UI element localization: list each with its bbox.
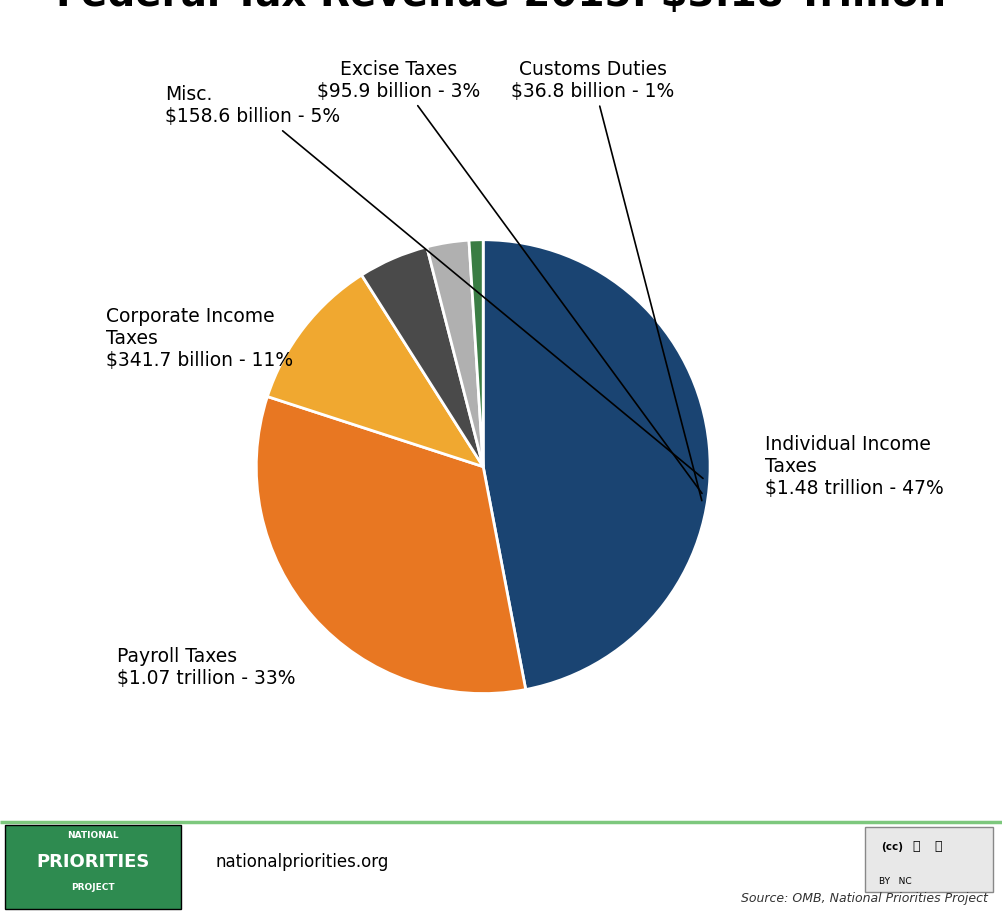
Wedge shape [469, 240, 483, 467]
Wedge shape [257, 396, 525, 694]
Wedge shape [483, 240, 709, 690]
Text: Customs Duties
$36.8 billion - 1%: Customs Duties $36.8 billion - 1% [511, 59, 701, 501]
Text: ⓘ: ⓘ [912, 840, 919, 853]
FancyBboxPatch shape [864, 826, 992, 892]
Text: Corporate Income
Taxes
$341.7 billion - 11%: Corporate Income Taxes $341.7 billion - … [106, 307, 293, 370]
Title: Federal Tax Revenue 2015: $3.18 Trillion: Federal Tax Revenue 2015: $3.18 Trillion [56, 0, 946, 14]
Text: BY   NC: BY NC [878, 877, 911, 886]
Text: Ⓢ: Ⓢ [934, 840, 941, 853]
Text: Excise Taxes
$95.9 billion - 3%: Excise Taxes $95.9 billion - 3% [317, 59, 701, 493]
Text: PRIORITIES: PRIORITIES [36, 854, 150, 871]
Text: Source: OMB, National Priorities Project: Source: OMB, National Priorities Project [740, 891, 987, 905]
Text: Individual Income
Taxes
$1.48 trillion - 47%: Individual Income Taxes $1.48 trillion -… [765, 436, 943, 498]
Text: PROJECT: PROJECT [71, 883, 115, 892]
Text: (cc): (cc) [880, 842, 902, 852]
Text: nationalpriorities.org: nationalpriorities.org [215, 854, 389, 871]
Text: Payroll Taxes
$1.07 trillion - 33%: Payroll Taxes $1.07 trillion - 33% [117, 648, 296, 688]
Wedge shape [268, 275, 483, 467]
Text: NATIONAL: NATIONAL [67, 831, 119, 840]
Text: Misc.
$158.6 billion - 5%: Misc. $158.6 billion - 5% [164, 85, 702, 479]
FancyBboxPatch shape [5, 824, 180, 909]
Wedge shape [362, 247, 483, 467]
Wedge shape [426, 240, 483, 467]
